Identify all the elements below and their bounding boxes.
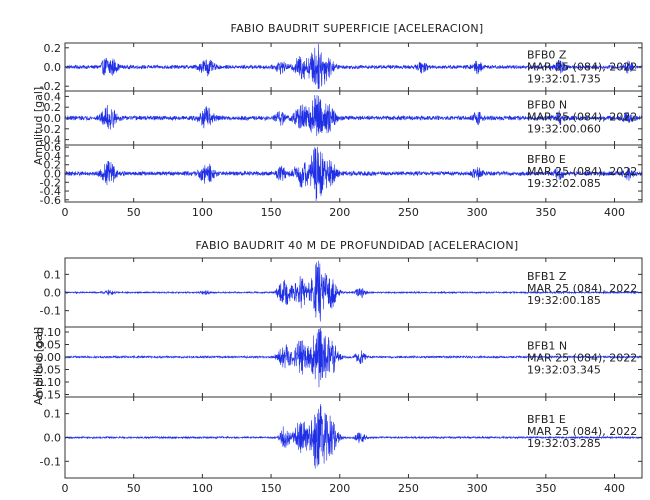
waveform-BFB0-E [64, 146, 643, 202]
y-tick-label: 0.0 [44, 432, 62, 445]
y-tick-label: -0.4 [40, 185, 61, 198]
time-label: 19:32:00.185 [527, 294, 601, 307]
date-label: MAR 25 (084), 2022 [527, 60, 637, 73]
x-tick-label: 300 [467, 482, 488, 495]
y-tick-label: 0.0 [44, 168, 62, 181]
x-tick-label: 200 [329, 482, 350, 495]
waveform-BFB0-Z [64, 43, 643, 90]
time-label: 19:32:03.345 [527, 363, 601, 376]
y-tick-label: -0.1 [40, 455, 61, 468]
y-tick-label: -0.4 [40, 134, 61, 147]
panel-title-profundidad: FABIO BAUDRIT 40 M DE PROFUNDIDAD [ACELE… [196, 239, 519, 252]
y-tick-label: 0.0 [44, 61, 62, 74]
y-tick-label: 0.1 [44, 408, 62, 421]
date-label: MAR 25 (084), 2022 [527, 425, 637, 438]
waveform-BFB1-Z [64, 260, 643, 322]
station-label: BFB0 E [527, 153, 566, 166]
y-tick-label: 0.00 [37, 351, 62, 364]
x-tick-label: 350 [535, 206, 556, 219]
y-tick-label: 0.2 [44, 159, 62, 172]
y-tick-label: 0.4 [44, 150, 62, 163]
x-tick-label: 300 [467, 206, 488, 219]
station-label: BFB1 E [527, 413, 566, 426]
ylabel-superficie: Amplitud [gal] [32, 87, 45, 165]
y-tick-label: 0.10 [37, 326, 62, 339]
x-tick-label: 350 [535, 482, 556, 495]
waveform-BFB0-N [64, 95, 643, 137]
y-tick-label: -0.2 [40, 176, 61, 189]
x-tick-label: 400 [604, 482, 625, 495]
y-tick-label: 0.05 [37, 339, 62, 352]
time-label: 19:32:00.060 [527, 122, 601, 135]
station-label: BFB1 Z [527, 270, 567, 283]
date-label: MAR 25 (084), 2022 [527, 165, 637, 178]
y-tick-label: 0.6 [44, 141, 62, 154]
station-label: BFB0 N [527, 98, 567, 111]
x-tick-label: 400 [604, 206, 625, 219]
y-tick-label: 0.2 [44, 42, 62, 55]
y-tick-label: 0.4 [44, 90, 62, 103]
y-tick-label: -0.2 [40, 80, 61, 93]
y-tick-label: -0.05 [33, 364, 61, 377]
time-label: 19:32:03.285 [527, 437, 601, 450]
y-tick-label: 0.2 [44, 101, 62, 114]
panel-superficie: FABIO BAUDRIT SUPERFICIE [ACELERACION] A… [32, 22, 643, 219]
date-label: MAR 25 (084), 2022 [527, 282, 637, 295]
x-tick-label: 50 [127, 206, 141, 219]
y-tick-label: 0.0 [44, 287, 62, 300]
y-tick-label: -0.15 [33, 389, 61, 402]
x-tick-label: 150 [261, 206, 282, 219]
y-tick-label: -0.2 [40, 123, 61, 136]
y-tick-label: 0.1 [44, 268, 62, 281]
waveform-BFB1-N [64, 327, 643, 388]
x-tick-label: 250 [398, 482, 419, 495]
x-tick-label: 0 [62, 482, 69, 495]
ylabel-profundidad: Amplitud [gal] [32, 327, 45, 405]
waveform-BFB1-E [64, 403, 643, 469]
y-tick-label: 0.0 [44, 112, 62, 125]
date-label: MAR 25 (084), 2022 [527, 110, 637, 123]
x-tick-label: 150 [261, 482, 282, 495]
station-label: BFB0 Z [527, 48, 567, 61]
x-tick-label: 250 [398, 206, 419, 219]
y-tick-label: -0.6 [40, 194, 61, 207]
x-tick-label: 100 [192, 482, 213, 495]
x-tick-label: 200 [329, 206, 350, 219]
station-label: BFB1 N [527, 339, 567, 352]
x-tick-label: 0 [62, 206, 69, 219]
x-tick-label: 100 [192, 206, 213, 219]
panel-profundidad: FABIO BAUDRIT 40 M DE PROFUNDIDAD [ACELE… [32, 239, 643, 495]
x-tick-label: 50 [127, 482, 141, 495]
time-label: 19:32:01.735 [527, 72, 601, 85]
y-tick-label: -0.1 [40, 305, 61, 318]
date-label: MAR 25 (084), 2022 [527, 351, 637, 364]
time-label: 19:32:02.085 [527, 177, 601, 190]
panel-title-superficie: FABIO BAUDRIT SUPERFICIE [ACELERACION] [230, 22, 483, 35]
y-tick-label: -0.10 [33, 376, 61, 389]
